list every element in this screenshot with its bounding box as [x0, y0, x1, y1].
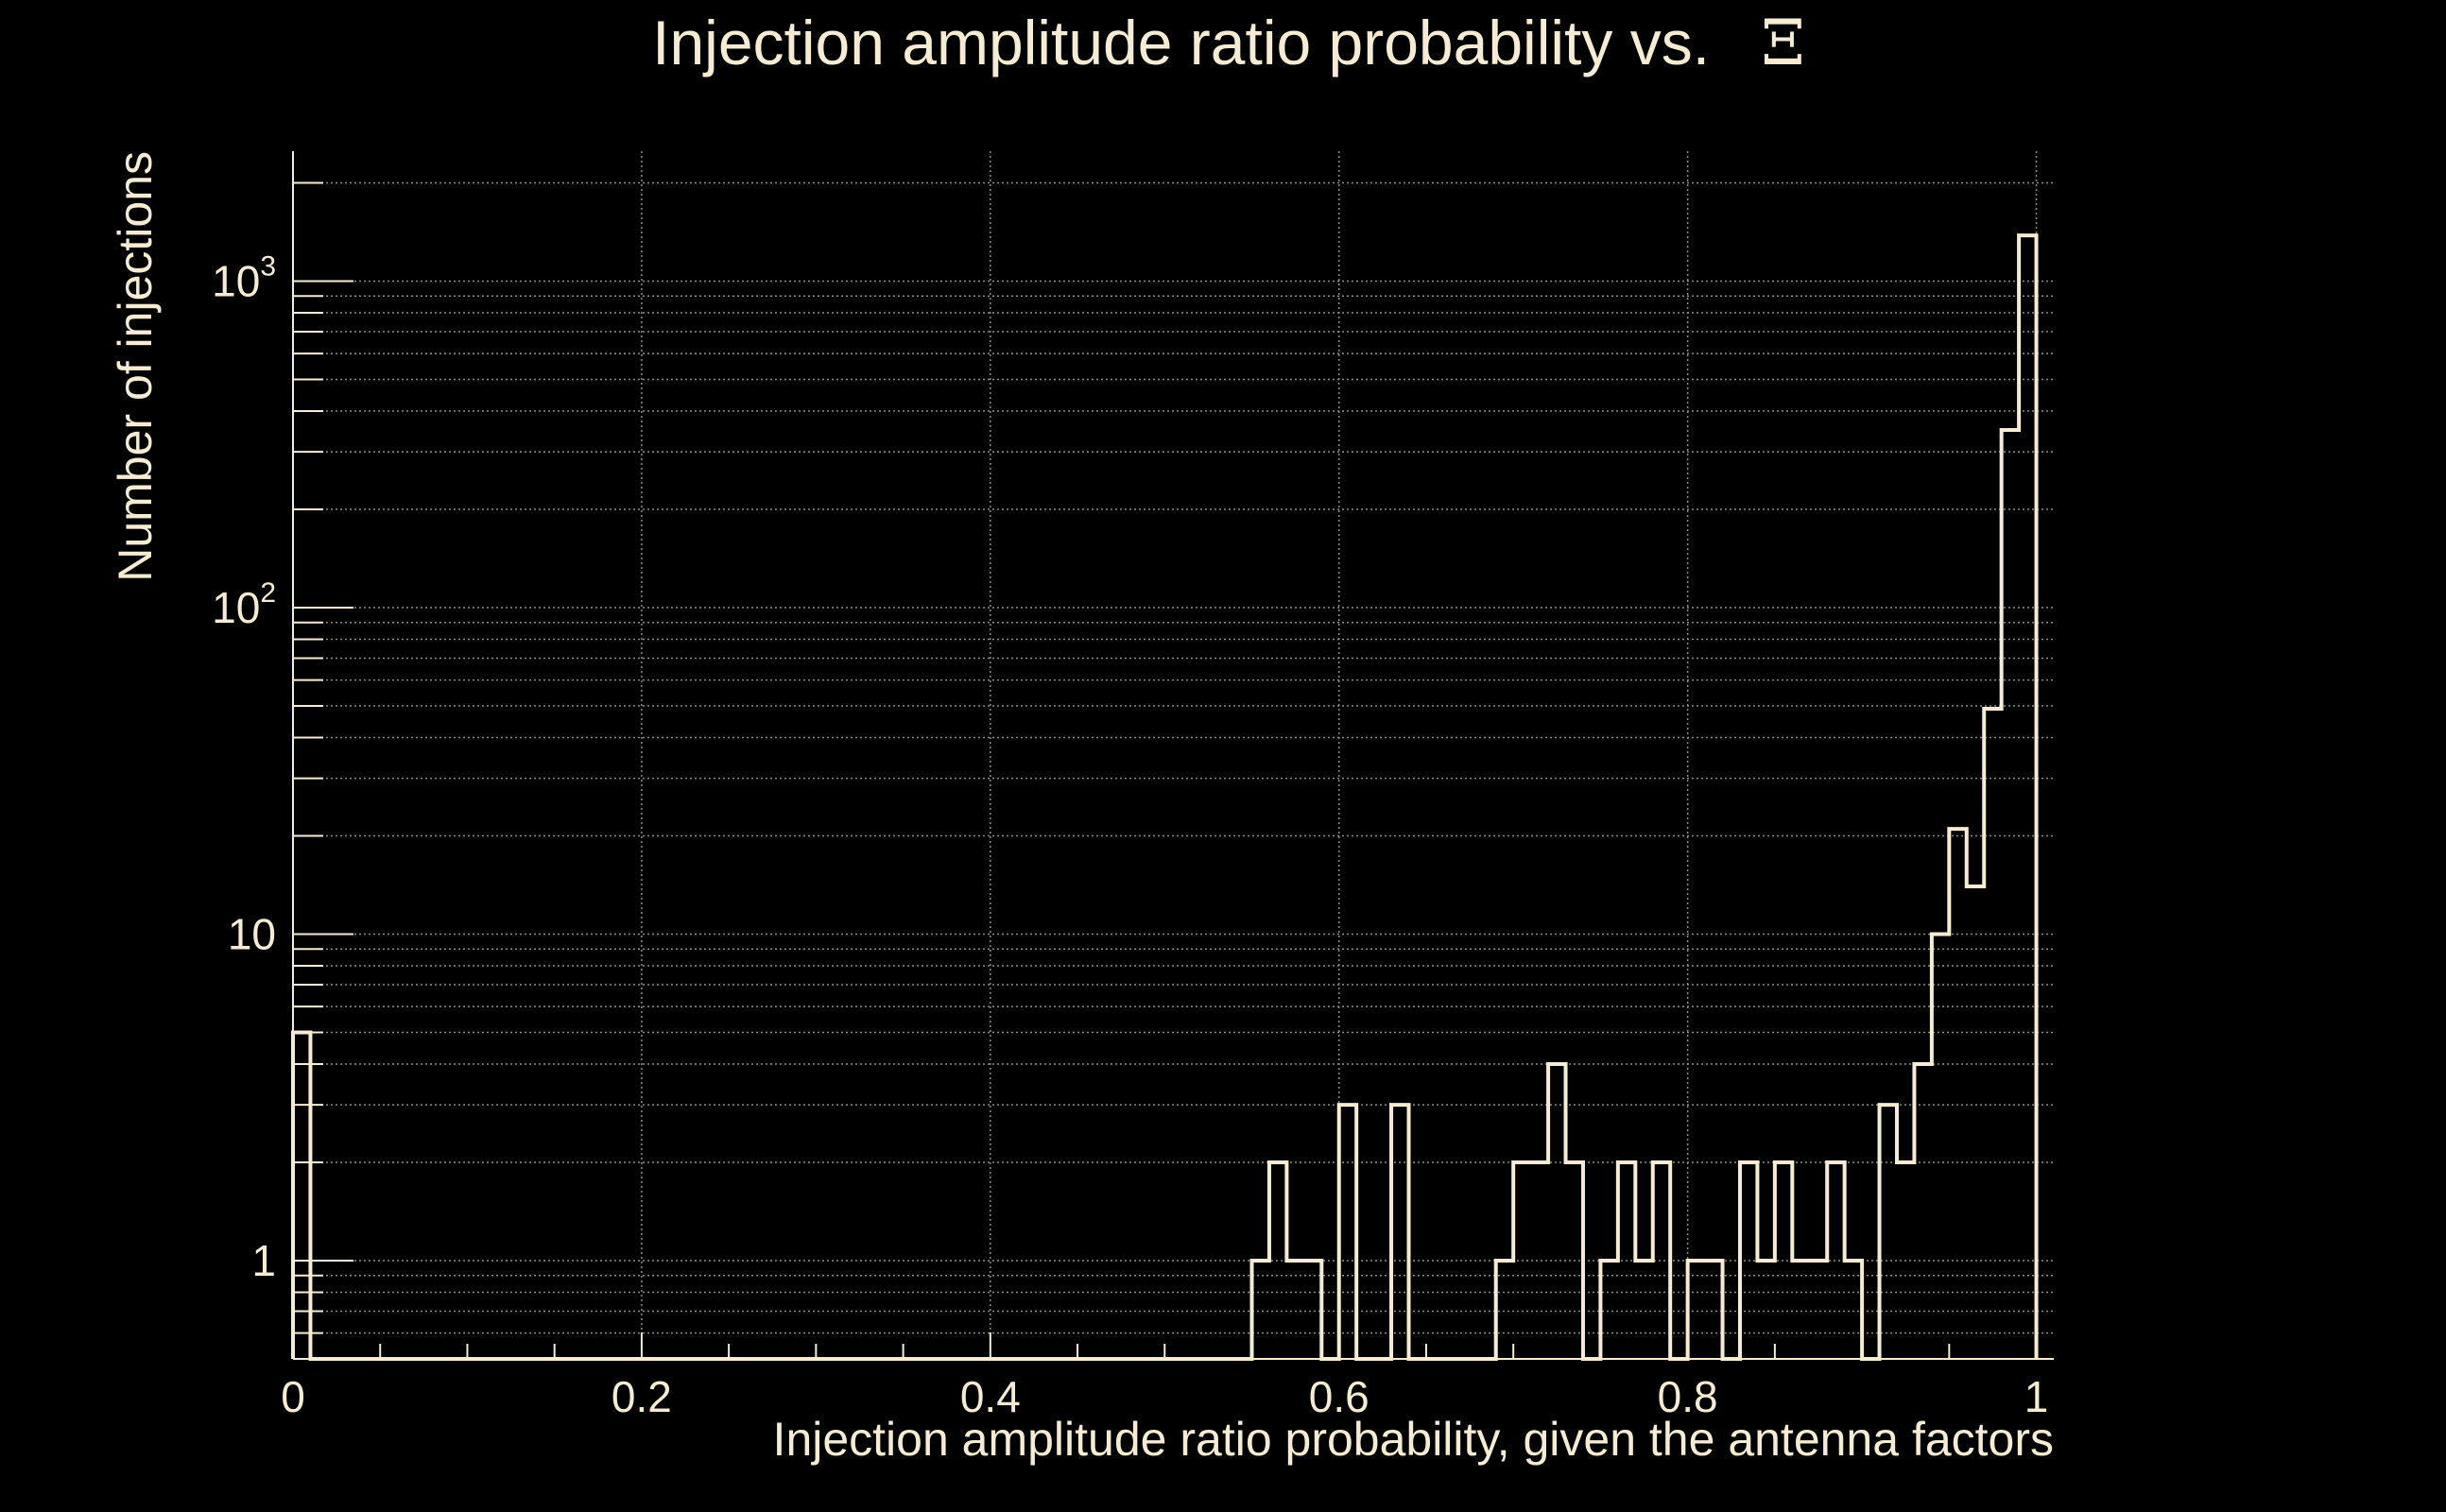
x-axis-ticks: 0 0.2 0.4 0.6 0.8 1 [281, 1332, 2048, 1421]
grid-lines [292, 151, 2054, 1360]
x-tick-label: 0.6 [1309, 1372, 1369, 1421]
x-tick-label: 0.2 [612, 1372, 672, 1421]
histogram-series [291, 233, 2039, 1361]
y-axis-ticks: 1 10 102 103 [212, 181, 353, 1360]
y-tick-label: 10 [228, 909, 276, 958]
x-tick-label: 1 [2024, 1372, 2049, 1421]
y-tick-label: 102 [212, 577, 276, 632]
x-tick-label: 0.8 [1658, 1372, 1718, 1421]
y-tick-label: 103 [212, 250, 276, 305]
chart-title: Injection amplitude ratio probability vs… [652, 7, 1805, 79]
y-axis-label: Number of injections [109, 151, 162, 582]
x-axis-label: Injection amplitude ratio probability, g… [773, 1413, 2054, 1466]
x-tick-label: 0 [281, 1372, 305, 1421]
x-tick-label: 0.4 [960, 1372, 1021, 1421]
chart-title-text: Injection amplitude ratio probability vs… [652, 8, 1710, 77]
chart-title-symbol: Ξ [1761, 7, 1804, 79]
y-tick-label: 1 [251, 1236, 276, 1285]
